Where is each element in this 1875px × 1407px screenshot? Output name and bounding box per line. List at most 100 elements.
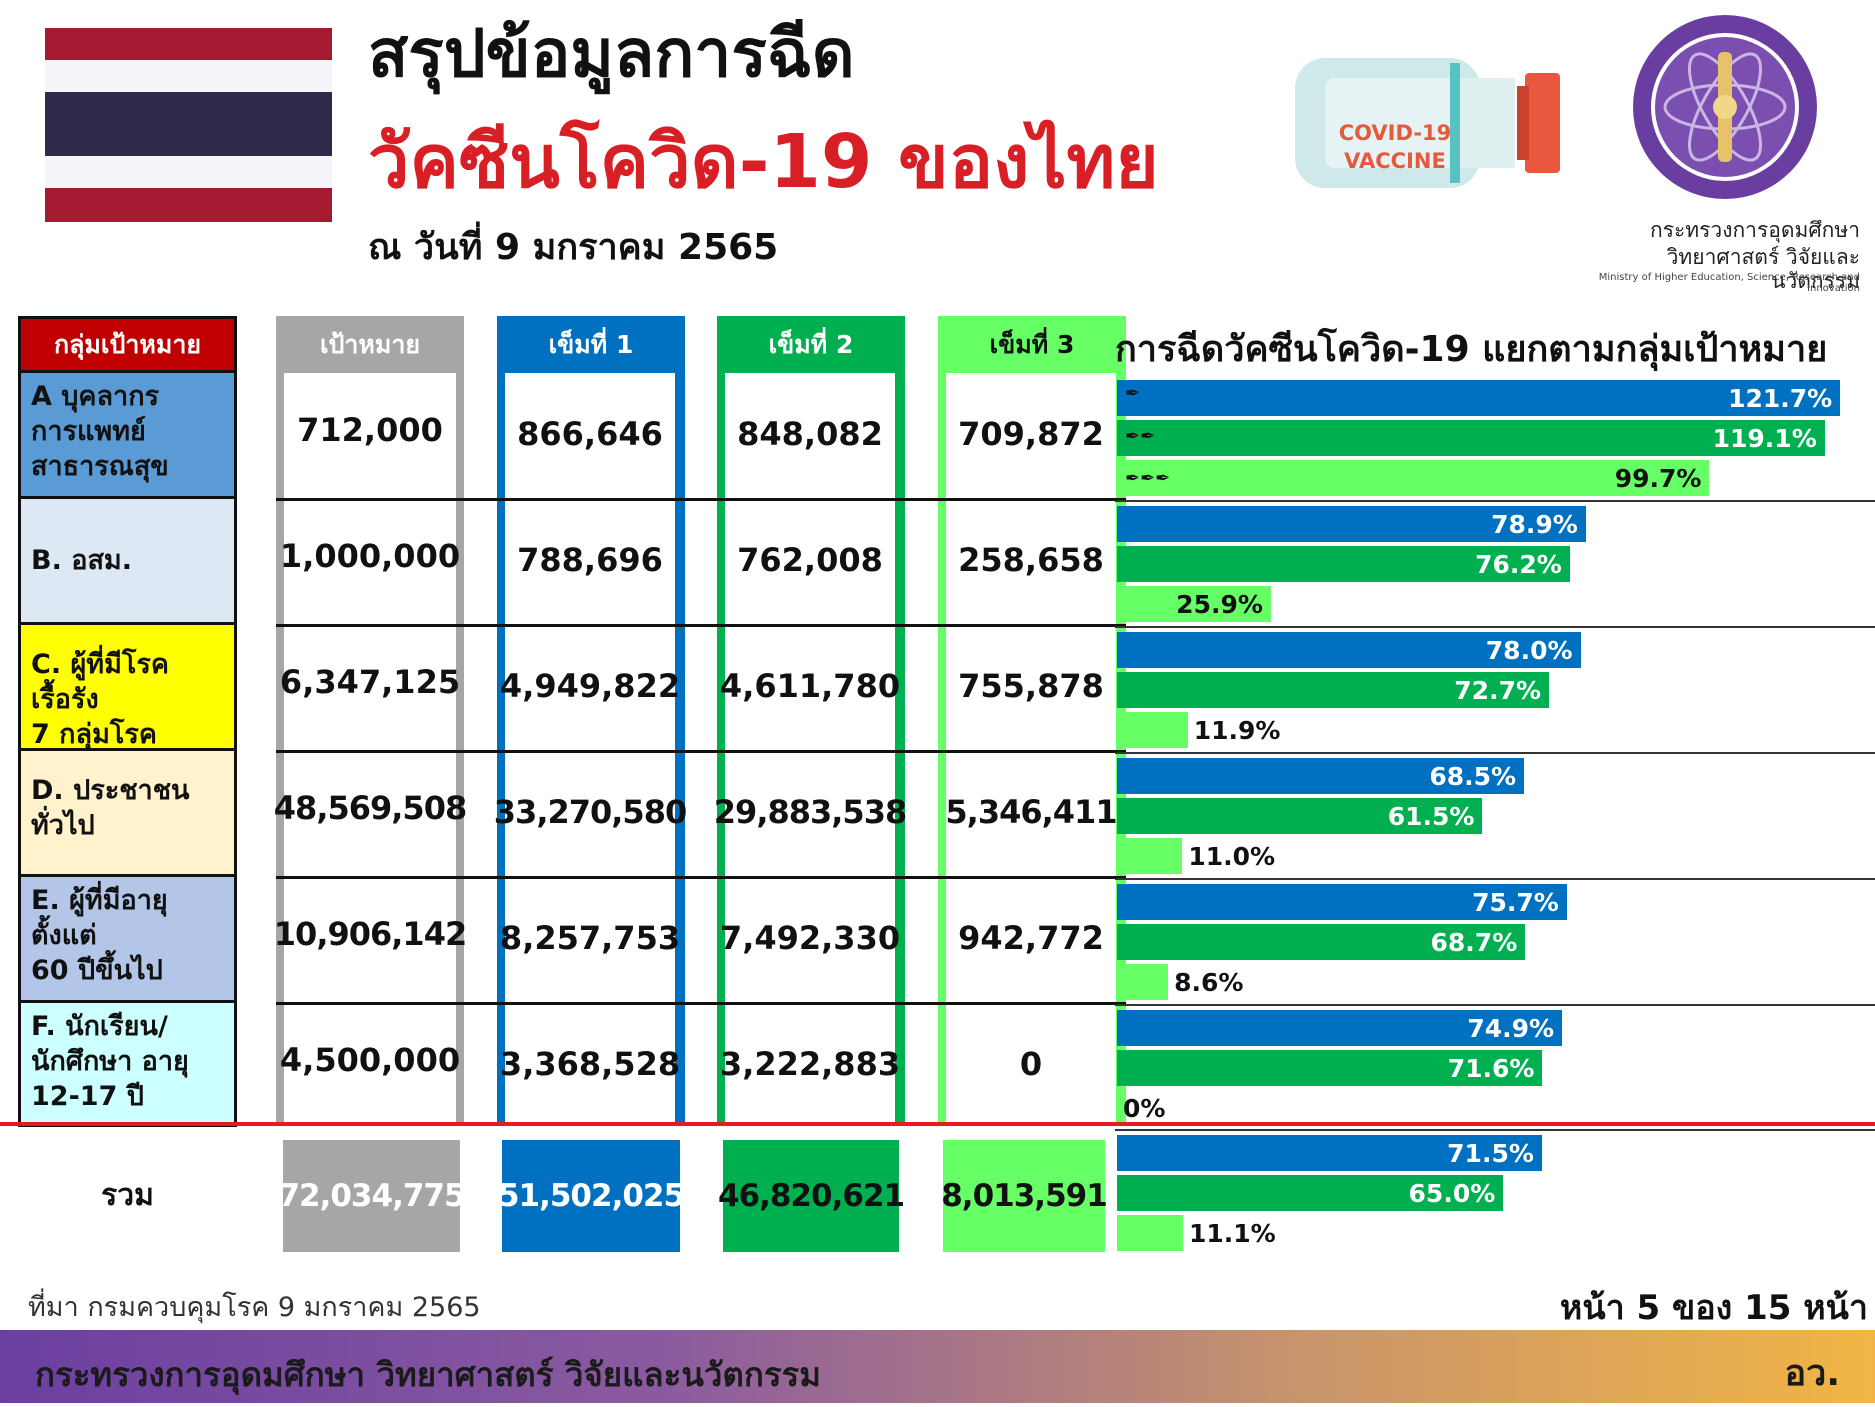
bar-f-dose1: 74.9% — [1117, 1010, 1563, 1046]
dose3-a: 709,872 — [958, 415, 1104, 453]
group-a-label: A บุคลากร การแพทย์ สาธารณสุข — [18, 373, 237, 499]
total-dose1: 51,502,025 — [498, 1140, 685, 1252]
bar-a-dose2: 119.1% — [1117, 420, 1825, 456]
syringe-icon: ✒✒✒ — [1125, 468, 1171, 489]
bar-value-label: 11.0% — [1188, 841, 1276, 871]
target-d: 48,569,508 — [273, 789, 467, 827]
chart-title: การฉีดวัคซีนโควิด-19 แยกตามกลุ่มเป้าหมาย — [1115, 329, 1828, 370]
page-number: หน้า 5 ของ 15 หน้า — [1559, 1288, 1868, 1328]
target-e: 10,906,142 — [273, 915, 467, 953]
chart-group-separator — [1115, 626, 1875, 628]
bar-value-label: 11.9% — [1193, 715, 1281, 745]
row-separator — [276, 876, 1126, 879]
bar-b-dose1: 78.9% — [1117, 506, 1586, 542]
bar-d-dose3: 11.0% — [1117, 838, 1275, 874]
row-separator — [276, 1002, 1126, 1005]
chart-group-separator — [1115, 1004, 1875, 1006]
title-line1: สรุปข้อมูลการฉีด — [368, 15, 855, 92]
syringe-icon: ✒ — [1125, 383, 1141, 404]
chart-group-separator — [1115, 878, 1875, 880]
dose2-d: 29,883,538 — [713, 793, 907, 831]
target-f: 4,500,000 — [279, 1041, 461, 1079]
vaccine-bottle-icon: COVID-19 VACCINE — [1295, 58, 1565, 188]
total-target: 72,034,775 — [278, 1140, 466, 1252]
bar-value-label: 8.6% — [1174, 967, 1244, 997]
footer-band — [0, 1330, 1875, 1403]
bar-value-label: 0% — [1123, 1093, 1166, 1123]
ministry-th-line1: กระทรวงการอุดมศึกษา — [1650, 218, 1860, 242]
bar-value-label: 75.7% — [1472, 887, 1559, 917]
bar-value-label: 25.9% — [1176, 589, 1263, 619]
bar-chart: 121.7% 119.1% 99.7% 78.9% 76.2% 25.9% 78.0% 72.… — [1115, 380, 1875, 1251]
dose2-e: 7,492,330 — [719, 919, 901, 957]
bar-value-label: 68.7% — [1430, 927, 1518, 957]
total-dose3: 8,013,591 — [941, 1140, 1108, 1252]
ministry-name-th: กระทรวงการอุดมศึกษา — [1585, 218, 1860, 242]
footer-abbr: อว. — [1784, 1353, 1840, 1394]
bar-e-dose3: 8.6% — [1117, 964, 1243, 1000]
dose2-b: 762,008 — [737, 541, 883, 579]
bar-value-label: 71.6% — [1447, 1053, 1535, 1083]
dose3-e: 942,772 — [958, 919, 1104, 957]
bar-d-dose1: 68.5% — [1117, 758, 1525, 794]
header-dose2: เข็มที่ 2 — [717, 316, 905, 373]
bar-value-label: 11.1% — [1188, 1218, 1276, 1248]
bar-value-label: 65.0% — [1408, 1178, 1496, 1208]
dose2-c: 4,611,780 — [719, 667, 901, 705]
bar-c-dose1: 78.0% — [1117, 632, 1581, 668]
title-line2: วัคซีนโควิด-19 ของไทย — [368, 119, 1159, 205]
bar-value-label: 78.0% — [1485, 635, 1573, 665]
bar-e-dose1: 75.7% — [1117, 884, 1567, 920]
syringe-icon: ✒✒ — [1125, 426, 1156, 447]
row-separator — [276, 750, 1126, 753]
dose3-c: 755,878 — [958, 667, 1104, 705]
date-line: ณ วันที่ 9 มกราคม 2565 — [368, 227, 779, 268]
bar-value-label: 72.7% — [1454, 675, 1542, 705]
bar-value-label: 78.9% — [1491, 509, 1578, 539]
chart-group-separator — [1115, 1129, 1875, 1131]
row-separator — [276, 498, 1126, 501]
bar-รวม-dose2: 65.0% — [1117, 1175, 1504, 1211]
dose3-f: 0 — [1019, 1045, 1043, 1083]
total-divider — [0, 1122, 1875, 1126]
group-b-label: B. อสม. — [18, 499, 237, 625]
dose2-a: 848,082 — [737, 415, 883, 453]
bar-value-label: 61.5% — [1387, 801, 1475, 831]
dose1-b: 788,696 — [517, 541, 663, 579]
dose2-f: 3,222,883 — [719, 1045, 901, 1083]
dose1-c: 4,949,822 — [499, 667, 681, 705]
dose1-e: 8,257,753 — [499, 919, 681, 957]
dose1-a: 866,646 — [517, 415, 663, 453]
dose3-d: 5,346,411 — [945, 793, 1117, 831]
row-separator — [276, 624, 1126, 627]
bar-b-dose3: 25.9% — [1117, 586, 1271, 622]
vaccine-label-1: COVID-19 — [1339, 121, 1452, 145]
ministry-logo-icon — [1630, 12, 1820, 202]
bar-value-label: 68.5% — [1429, 761, 1517, 791]
bar-e-dose2: 68.7% — [1117, 924, 1526, 960]
dose1-f: 3,368,528 — [499, 1045, 681, 1083]
group-d-label: D. ประชาชน ทั่วไป — [18, 751, 237, 877]
dose3-column — [938, 373, 1126, 1125]
target-b: 1,000,000 — [279, 537, 461, 575]
dose1-d: 33,270,580 — [493, 793, 687, 831]
bar-รวม-dose1: 71.5% — [1117, 1135, 1542, 1171]
bar-c-dose3: 11.9% — [1117, 712, 1280, 748]
total-label: รวม — [101, 1177, 154, 1213]
bar-a-dose1: 121.7% — [1117, 380, 1841, 416]
header-dose3: เข็มที่ 3 — [938, 316, 1126, 373]
chart-group-separator — [1115, 752, 1875, 754]
header-dose1: เข็มที่ 1 — [497, 316, 685, 373]
group-c-label: C. ผู้ที่มีโรคเรื้อรัง 7 กลุ่มโรค — [18, 625, 237, 751]
dose2-column — [717, 373, 905, 1125]
bar-value-label: 71.5% — [1447, 1138, 1534, 1168]
bar-b-dose2: 76.2% — [1117, 546, 1570, 582]
source-note: ที่มา กรมควบคุมโรค 9 มกราคม 2565 — [28, 1292, 481, 1323]
bar-value-label: 76.2% — [1475, 549, 1562, 579]
ministry-name-en: Ministry of Higher Education, Science, R… — [1598, 272, 1860, 294]
dose3-b: 258,658 — [958, 541, 1104, 579]
total-dose2: 46,820,621 — [718, 1140, 905, 1252]
bar-c-dose2: 72.7% — [1117, 672, 1550, 708]
target-column — [276, 373, 464, 1125]
bar-value-label: 121.7% — [1728, 383, 1833, 413]
